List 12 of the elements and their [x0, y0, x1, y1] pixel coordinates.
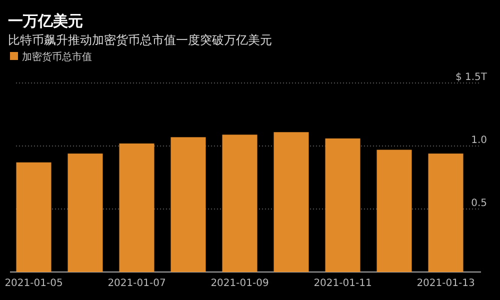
chart-subtitle: 比特币飙升推动加密货币总市值一度突破万亿美元: [8, 33, 272, 47]
y-tick-label: 1.0: [471, 135, 487, 146]
y-tick-label: $ 1.5T: [455, 72, 488, 83]
chart-title: 一万亿美元: [8, 12, 83, 30]
x-tick-label: 2021-01-07: [108, 278, 166, 289]
x-tick-label: 2021-01-11: [314, 278, 372, 289]
x-tick-label: 2021-01-09: [210, 278, 269, 289]
legend-label: 加密货币总市值: [22, 51, 92, 63]
legend-item: 加密货币总市值: [10, 52, 92, 63]
x-tick-label: 2021-01-13: [416, 278, 475, 289]
y-tick-label: 0.5: [471, 198, 487, 209]
x-tick-label: 2021-01-05: [4, 278, 63, 289]
